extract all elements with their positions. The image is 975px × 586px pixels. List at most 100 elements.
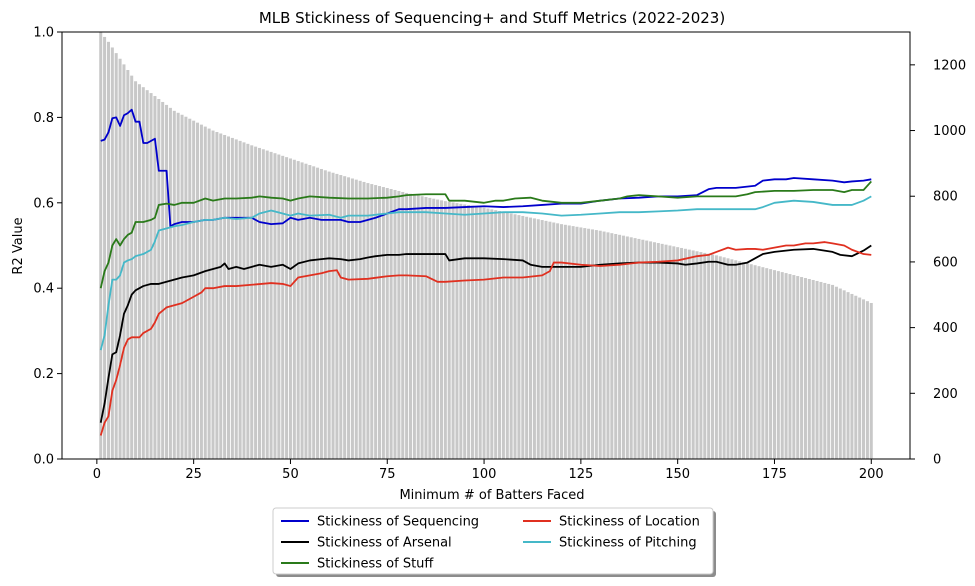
bar bbox=[192, 120, 196, 460]
bar bbox=[118, 58, 122, 459]
bar bbox=[567, 225, 571, 459]
bar bbox=[807, 279, 811, 459]
bar bbox=[347, 177, 351, 459]
bar bbox=[447, 201, 451, 459]
x-axis: 0 25 50 75 100 125 150 175 200 bbox=[93, 459, 884, 482]
bar bbox=[424, 197, 428, 460]
bar bbox=[335, 173, 339, 459]
bar bbox=[680, 247, 684, 459]
bar bbox=[862, 299, 866, 459]
bar bbox=[203, 126, 207, 459]
bar bbox=[296, 161, 300, 459]
bar bbox=[563, 224, 567, 459]
bar bbox=[308, 165, 312, 459]
bar bbox=[300, 162, 304, 459]
bar bbox=[358, 180, 362, 460]
series-line-2 bbox=[99, 244, 872, 423]
bar bbox=[238, 140, 242, 459]
bar bbox=[765, 268, 769, 459]
bar bbox=[223, 134, 227, 459]
bar bbox=[540, 220, 544, 459]
bar bbox=[292, 159, 296, 459]
bar bbox=[842, 290, 846, 459]
bar bbox=[633, 238, 637, 459]
bar bbox=[703, 252, 707, 459]
bar bbox=[312, 166, 316, 459]
bar bbox=[207, 128, 211, 459]
bar bbox=[211, 130, 215, 460]
bar bbox=[656, 243, 660, 459]
bar bbox=[823, 282, 827, 459]
bar bbox=[285, 157, 289, 459]
bar bbox=[819, 281, 823, 459]
bar bbox=[664, 244, 668, 459]
bar bbox=[432, 198, 436, 459]
bar bbox=[749, 264, 753, 459]
bar bbox=[579, 227, 583, 459]
bar bbox=[741, 262, 746, 459]
bar bbox=[401, 191, 405, 459]
bar bbox=[265, 150, 269, 459]
bar bbox=[230, 137, 234, 459]
bar bbox=[598, 230, 602, 459]
bar bbox=[757, 266, 761, 459]
bar bbox=[316, 167, 320, 459]
bar bbox=[103, 36, 107, 460]
bar bbox=[254, 146, 258, 459]
bar bbox=[137, 84, 141, 459]
y-tick-label: 0.6 bbox=[33, 196, 54, 211]
bar bbox=[331, 172, 335, 459]
bar bbox=[366, 183, 370, 459]
bar bbox=[536, 219, 540, 459]
bar bbox=[583, 228, 587, 459]
y2-tick-label: 1000 bbox=[933, 124, 966, 139]
bar bbox=[772, 270, 776, 459]
bar bbox=[374, 185, 378, 459]
bar bbox=[745, 263, 749, 459]
bar bbox=[362, 181, 366, 459]
bar bbox=[811, 279, 815, 459]
bar bbox=[552, 222, 556, 459]
bar bbox=[188, 118, 192, 460]
bar bbox=[378, 186, 382, 460]
bar bbox=[718, 256, 722, 459]
bar-series bbox=[99, 32, 873, 460]
bar bbox=[769, 269, 773, 459]
bar bbox=[145, 90, 149, 459]
bar bbox=[637, 238, 641, 459]
bar bbox=[405, 192, 409, 459]
bar bbox=[354, 179, 358, 459]
x-tick-label: 50 bbox=[282, 467, 299, 482]
x-axis-label: Minimum # of Batters Faced bbox=[399, 488, 584, 503]
legend-label: Stickiness of Pitching bbox=[559, 536, 697, 551]
y-tick-label: 0.0 bbox=[33, 453, 54, 468]
bar bbox=[385, 188, 389, 459]
bar bbox=[587, 228, 591, 459]
bar bbox=[323, 170, 327, 459]
bar bbox=[436, 199, 440, 459]
bar bbox=[350, 178, 354, 460]
bar bbox=[172, 110, 176, 459]
bar bbox=[114, 53, 118, 460]
series-line-1 bbox=[100, 108, 872, 228]
bar bbox=[776, 271, 780, 459]
bar bbox=[734, 260, 738, 459]
bar bbox=[645, 240, 649, 459]
bar bbox=[594, 230, 598, 459]
bar bbox=[99, 32, 103, 459]
bar bbox=[478, 207, 482, 459]
chart-title: MLB Stickiness of Sequencing+ and Stuff … bbox=[259, 9, 725, 27]
y-axis-right: 0 200 400 600 800 1000 1200 bbox=[910, 58, 966, 468]
series-line-5 bbox=[99, 195, 872, 351]
bar bbox=[556, 223, 560, 459]
bar bbox=[501, 211, 505, 459]
bar bbox=[660, 243, 664, 459]
bar bbox=[521, 215, 525, 459]
bar bbox=[242, 142, 246, 460]
bar bbox=[428, 197, 432, 459]
bar bbox=[865, 301, 869, 459]
bar bbox=[792, 275, 796, 459]
bar bbox=[834, 286, 838, 459]
bar bbox=[153, 96, 157, 460]
